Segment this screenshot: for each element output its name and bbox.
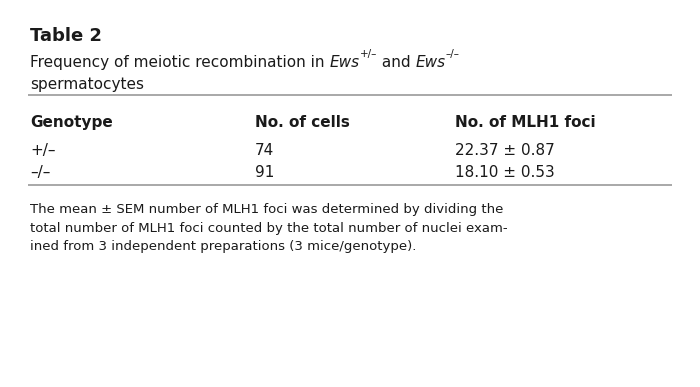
Text: No. of cells: No. of cells xyxy=(255,115,350,130)
Text: Table 2: Table 2 xyxy=(30,27,102,45)
Text: +/–: +/– xyxy=(360,48,377,58)
Text: Ews: Ews xyxy=(415,55,445,70)
Text: –/–: –/– xyxy=(445,48,459,58)
Text: 74: 74 xyxy=(255,143,274,158)
Text: –/–: –/– xyxy=(30,165,50,180)
Text: Ews: Ews xyxy=(330,55,360,70)
Text: 91: 91 xyxy=(255,165,274,180)
Text: The mean ± SEM number of MLH1 foci was determined by dividing the
total number o: The mean ± SEM number of MLH1 foci was d… xyxy=(30,203,508,253)
Text: 18.10 ± 0.53: 18.10 ± 0.53 xyxy=(455,165,554,180)
Text: Genotype: Genotype xyxy=(30,115,113,130)
Text: +/–: +/– xyxy=(30,143,55,158)
Text: and: and xyxy=(377,55,415,70)
Text: spermatocytes: spermatocytes xyxy=(30,77,144,92)
Text: 22.37 ± 0.87: 22.37 ± 0.87 xyxy=(455,143,554,158)
Text: No. of MLH1 foci: No. of MLH1 foci xyxy=(455,115,596,130)
Text: Frequency of meiotic recombination in: Frequency of meiotic recombination in xyxy=(30,55,330,70)
